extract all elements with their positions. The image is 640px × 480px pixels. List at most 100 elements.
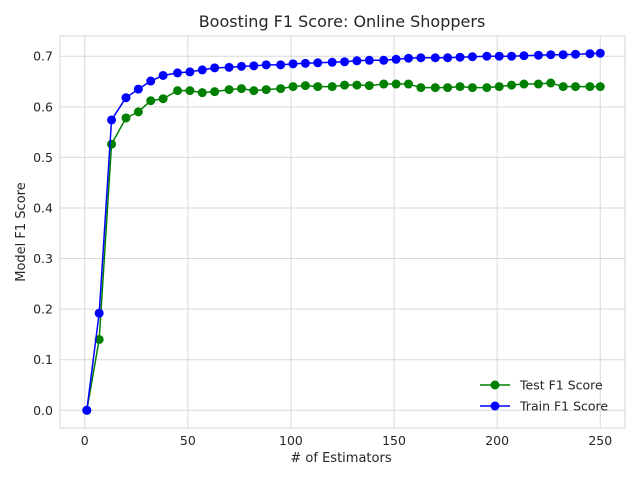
- series-test: [82, 78, 605, 415]
- y-tick-label: 0.3: [33, 251, 53, 266]
- data-point: [546, 78, 556, 88]
- data-point: [467, 83, 477, 93]
- data-point: [430, 53, 440, 63]
- data-point: [158, 94, 168, 104]
- grid: [60, 36, 625, 428]
- data-point: [595, 82, 605, 92]
- data-point: [236, 84, 246, 94]
- data-point: [340, 80, 350, 90]
- data-point: [173, 86, 183, 96]
- x-tick-label: 100: [279, 433, 303, 448]
- data-point: [403, 53, 413, 63]
- data-point: [173, 68, 183, 78]
- data-point: [443, 83, 453, 93]
- x-tick-label: 50: [180, 433, 196, 448]
- legend-item-train: Train F1 Score: [480, 399, 608, 414]
- data-point: [107, 139, 117, 149]
- y-tick-label: 0.6: [33, 99, 53, 114]
- data-point: [158, 70, 168, 80]
- data-point: [210, 87, 220, 97]
- data-point: [391, 79, 401, 89]
- data-point: [82, 405, 92, 415]
- y-tick-label: 0.0: [33, 403, 53, 418]
- data-point: [403, 79, 413, 89]
- data-point: [210, 63, 220, 73]
- data-point: [416, 53, 426, 63]
- data-point: [455, 82, 465, 92]
- data-point: [276, 84, 286, 94]
- data-point: [364, 81, 374, 91]
- data-point: [249, 86, 259, 96]
- data-point: [352, 56, 362, 66]
- data-point: [482, 83, 492, 93]
- data-point: [327, 82, 337, 92]
- series-train: [82, 48, 605, 415]
- y-tick-label: 0.4: [33, 200, 53, 215]
- data-point: [379, 79, 389, 89]
- legend: Test F1 Score Train F1 Score: [480, 378, 608, 414]
- x-tick-label: 250: [588, 433, 612, 448]
- data-point: [121, 93, 131, 103]
- data-point: [352, 80, 362, 90]
- data-point: [585, 49, 595, 59]
- data-point: [455, 52, 465, 62]
- data-point: [300, 58, 310, 68]
- data-point: [443, 53, 453, 63]
- data-point: [94, 308, 104, 318]
- data-point: [249, 61, 259, 71]
- legend-label-train: Train F1 Score: [519, 399, 608, 414]
- data-point: [519, 51, 529, 61]
- data-point: [146, 96, 156, 106]
- data-point: [185, 67, 195, 77]
- data-point: [571, 82, 581, 92]
- data-point: [197, 88, 207, 98]
- y-axis-label: Model F1 Score: [14, 182, 29, 281]
- chart-title: Boosting F1 Score: Online Shoppers: [199, 12, 486, 31]
- data-point: [276, 60, 286, 70]
- plot-area: [59, 35, 626, 429]
- plot-background: [60, 36, 625, 428]
- data-point: [340, 57, 350, 67]
- data-point: [533, 79, 543, 89]
- x-tick-label: 200: [485, 433, 509, 448]
- data-point: [300, 81, 310, 91]
- data-point: [94, 334, 104, 344]
- data-point: [364, 55, 374, 65]
- data-point: [327, 57, 337, 67]
- data-point: [133, 84, 143, 94]
- data-point: [146, 76, 156, 86]
- data-point: [224, 62, 234, 72]
- legend-label-test: Test F1 Score: [519, 378, 603, 393]
- data-point: [558, 82, 568, 92]
- data-point: [595, 48, 605, 58]
- data-point: [558, 50, 568, 60]
- data-point: [482, 51, 492, 61]
- x-axis-label: # of Estimators: [290, 451, 391, 466]
- data-point: [224, 85, 234, 95]
- y-tick-label: 0.5: [33, 150, 53, 165]
- data-point: [121, 113, 131, 123]
- series-layer: [82, 48, 605, 415]
- x-tick-labels: 0 50 100 150 200 250: [81, 433, 612, 448]
- data-point: [507, 51, 517, 61]
- data-point: [313, 58, 323, 68]
- y-tick-label: 0.1: [33, 352, 53, 367]
- data-point: [585, 82, 595, 92]
- data-point: [494, 82, 504, 92]
- y-tick-labels: 0.0 0.1 0.2 0.3 0.4 0.5 0.6 0.7: [33, 49, 53, 418]
- data-point: [416, 83, 426, 93]
- data-point: [546, 50, 556, 60]
- data-point: [430, 83, 440, 93]
- legend-item-test: Test F1 Score: [480, 378, 603, 393]
- data-point: [288, 82, 298, 92]
- data-point: [533, 50, 543, 60]
- x-tick-label: 0: [81, 433, 89, 448]
- plot-frame: [59, 35, 626, 429]
- data-point: [236, 61, 246, 71]
- data-point: [391, 54, 401, 64]
- data-point: [379, 55, 389, 65]
- legend-marker-test: [490, 380, 500, 390]
- data-point: [467, 52, 477, 62]
- data-point: [494, 51, 504, 61]
